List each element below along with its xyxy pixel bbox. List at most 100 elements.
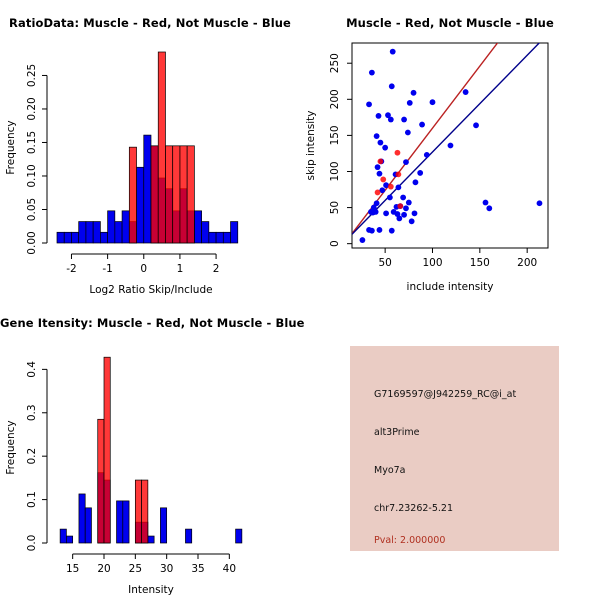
scatter-point-blue <box>383 210 389 217</box>
scatter-point-blue <box>359 237 366 243</box>
histogram-bar-blue <box>222 231 231 244</box>
y-axis-tick-label: 250 <box>329 53 341 73</box>
scatter-inner <box>352 43 543 243</box>
x-axis-tick-label: 1 <box>177 263 184 275</box>
histogram-bar-blue <box>107 210 116 244</box>
scatter-point-blue <box>462 89 469 95</box>
scatter-point-red <box>377 158 384 165</box>
histogram-bar-blue <box>136 166 145 244</box>
probe-id-label: G7169597@J942259_RC@i_at <box>374 389 517 400</box>
scatter-point-blue <box>394 211 401 217</box>
x-axis-tick-label: 35 <box>191 563 204 575</box>
y-axis-tick-label: 0.00 <box>26 231 38 254</box>
scatter-point-blue <box>404 129 411 136</box>
scatter-point-blue <box>373 133 380 140</box>
histogram-bar-blue <box>116 500 124 544</box>
histogram-bar-red <box>150 145 159 244</box>
ratio-histogram-plot: 0.00 0.05 0.10 0.15 0.20 0.25 Frequency -2 -1 0 1 2… <box>5 51 239 296</box>
scatter-point-blue <box>386 194 393 201</box>
scatter-point-blue <box>486 205 493 212</box>
y-axis-tick-label: 0.25 <box>26 64 38 87</box>
scatter-point-blue <box>408 218 415 225</box>
histogram-bar-red <box>134 479 142 544</box>
x-axis-tick-label: 25 <box>129 563 142 575</box>
scatter-point-red <box>380 176 387 183</box>
scatter-point-blue <box>366 101 372 108</box>
x-axis-tick-label: 15 <box>66 563 79 575</box>
x-axis-label: include intensity <box>407 281 494 293</box>
regression-line-muscle-fit <box>352 43 499 235</box>
scatter-point-blue <box>447 142 454 149</box>
regression-line-not-muscle-fit <box>352 43 541 235</box>
y-axis-tick-label: 0.10 <box>26 164 38 187</box>
y-axis-label: Frequency <box>5 120 17 174</box>
histogram-bar-blue <box>160 507 168 544</box>
scatter-point-blue <box>411 210 418 217</box>
histogram-bar-red <box>179 145 188 244</box>
y-axis-tick-label: 0 <box>329 240 341 247</box>
histogram-bar-blue <box>85 221 94 244</box>
gene-intensity-histogram-plot: 0.0 0.1 0.2 0.3 0.4 Frequency 15 20 25 30 35 40 Inte… <box>5 356 243 596</box>
ratio-histogram-title: RatioData: Muscle - Red, Not Muscle - Bl… <box>9 16 291 30</box>
histogram-bar-blue <box>208 231 217 244</box>
histogram-bar-blue <box>201 221 210 244</box>
scatter-point-blue <box>473 122 479 129</box>
gene-info-panel: G7169597@J942259_RC@i_at alt3Prime Myo7a… <box>300 300 600 600</box>
x-axis-tick-label: 20 <box>97 563 110 575</box>
gene-intensity-panel: Gene Itensity: Muscle - Red, Not Muscle … <box>0 300 304 600</box>
x-axis-tick-label: 0 <box>140 263 147 275</box>
y-axis-tick-label: 150 <box>329 125 341 145</box>
histogram-bar-blue <box>194 210 202 244</box>
scatter-point-blue <box>379 187 386 194</box>
histogram-bar-blue <box>56 231 65 244</box>
scatter-point-red <box>374 189 381 196</box>
y-axis-tick-label: 0.15 <box>26 131 38 154</box>
scatter-point-blue <box>389 48 396 55</box>
scatter-point-blue <box>370 204 377 211</box>
y-axis-tick-label: 0.1 <box>26 491 38 508</box>
scatter-point-blue <box>368 227 375 234</box>
x-axis-tick-label: 100 <box>422 257 442 269</box>
histogram-bar-blue <box>84 507 92 544</box>
scatter-point-blue <box>387 116 394 123</box>
histogram-bar-blue <box>92 221 101 244</box>
scatter-title: Muscle - Red, Not Muscle - Blue <box>346 16 554 30</box>
y-axis-tick-label: 0.4 <box>26 361 38 378</box>
histogram-bar-blue <box>63 231 72 244</box>
scatter-point-blue <box>375 113 382 119</box>
x-axis-label: Intensity <box>128 584 174 596</box>
y-axis-tick-label: 0.20 <box>26 97 38 120</box>
y-axis-tick-label: 0.0 <box>26 535 38 552</box>
histogram-bar-blue <box>143 134 152 244</box>
histogram-bar-red <box>157 51 166 244</box>
y-axis-tick-label: 0.05 <box>26 198 38 221</box>
scatter-point-blue <box>482 199 489 206</box>
scatter-point-blue <box>419 121 425 128</box>
histogram-bar-blue <box>66 535 74 544</box>
histogram-bar-blue <box>114 221 123 244</box>
histogram-bar-red <box>172 145 181 244</box>
y-axis-tick-label: 0.2 <box>26 448 38 465</box>
locus-label: chr7.23262-5.21 <box>374 503 454 514</box>
scatter-point-blue <box>536 200 543 207</box>
histogram-bar-blue <box>235 528 243 544</box>
scatter-point-blue <box>429 99 436 106</box>
scatter-point-blue <box>372 209 379 215</box>
scatter-point-blue <box>377 139 384 146</box>
histogram-bar-blue <box>78 493 86 544</box>
x-axis-tick-label: -1 <box>102 263 112 275</box>
plot-frame <box>351 42 549 249</box>
scatter-point-blue <box>401 211 407 218</box>
histogram-bar-red <box>186 145 195 244</box>
y-axis-tick-label: 100 <box>329 161 341 181</box>
y-axis-tick-label: 200 <box>329 89 341 109</box>
scatter-point-blue <box>405 199 412 206</box>
histogram-bar-blue <box>230 221 239 244</box>
x-axis-tick-label: 50 <box>378 257 391 269</box>
x-axis-tick-label: 150 <box>470 257 490 269</box>
scatter-point-red <box>395 171 402 178</box>
scatter-point-blue <box>403 159 409 166</box>
ratio-histogram-panel: RatioData: Muscle - Red, Not Muscle - Bl… <box>0 0 300 300</box>
histogram-bar-blue <box>71 231 80 244</box>
